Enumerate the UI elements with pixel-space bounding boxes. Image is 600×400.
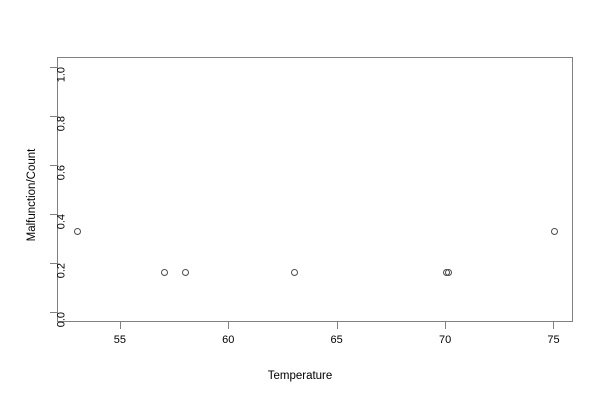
- data-point: [290, 268, 298, 276]
- plot-frame: [57, 57, 573, 322]
- data-point: [550, 227, 558, 235]
- data-points-layer: [58, 58, 572, 321]
- y-tick-mark: [50, 66, 57, 68]
- x-tick-mark: [119, 322, 121, 329]
- y-tick-label: 0.6: [55, 164, 68, 181]
- data-point: [74, 227, 81, 235]
- y-tick-mark: [50, 214, 57, 216]
- y-tick-label: 0.4: [55, 214, 68, 230]
- y-tick-label: 0.2: [55, 263, 68, 279]
- x-tick-mark: [445, 322, 447, 329]
- y-tick-label: 0.8: [55, 115, 68, 132]
- x-tick-mark: [228, 322, 230, 329]
- x-tick-label: 75: [547, 334, 560, 346]
- x-tick-mark: [336, 322, 338, 329]
- y-axis-title: Malfunction/Count: [26, 148, 38, 242]
- y-tick-label: 0.0: [55, 312, 68, 328]
- y-tick-mark: [50, 263, 57, 265]
- data-point: [182, 268, 190, 276]
- x-tick-label: 70: [438, 334, 452, 346]
- x-tick-label: 55: [113, 334, 126, 346]
- x-tick-mark: [553, 322, 555, 329]
- x-tick-label: 60: [222, 334, 235, 346]
- y-tick-mark: [50, 115, 57, 117]
- y-tick-mark: [50, 164, 57, 166]
- x-axis-title: Temperature: [267, 370, 333, 382]
- y-tick-label: 1.0: [55, 66, 68, 83]
- data-point: [160, 268, 168, 276]
- x-tick-label: 65: [330, 334, 343, 346]
- data-point: [444, 268, 452, 276]
- y-tick-mark: [50, 312, 57, 314]
